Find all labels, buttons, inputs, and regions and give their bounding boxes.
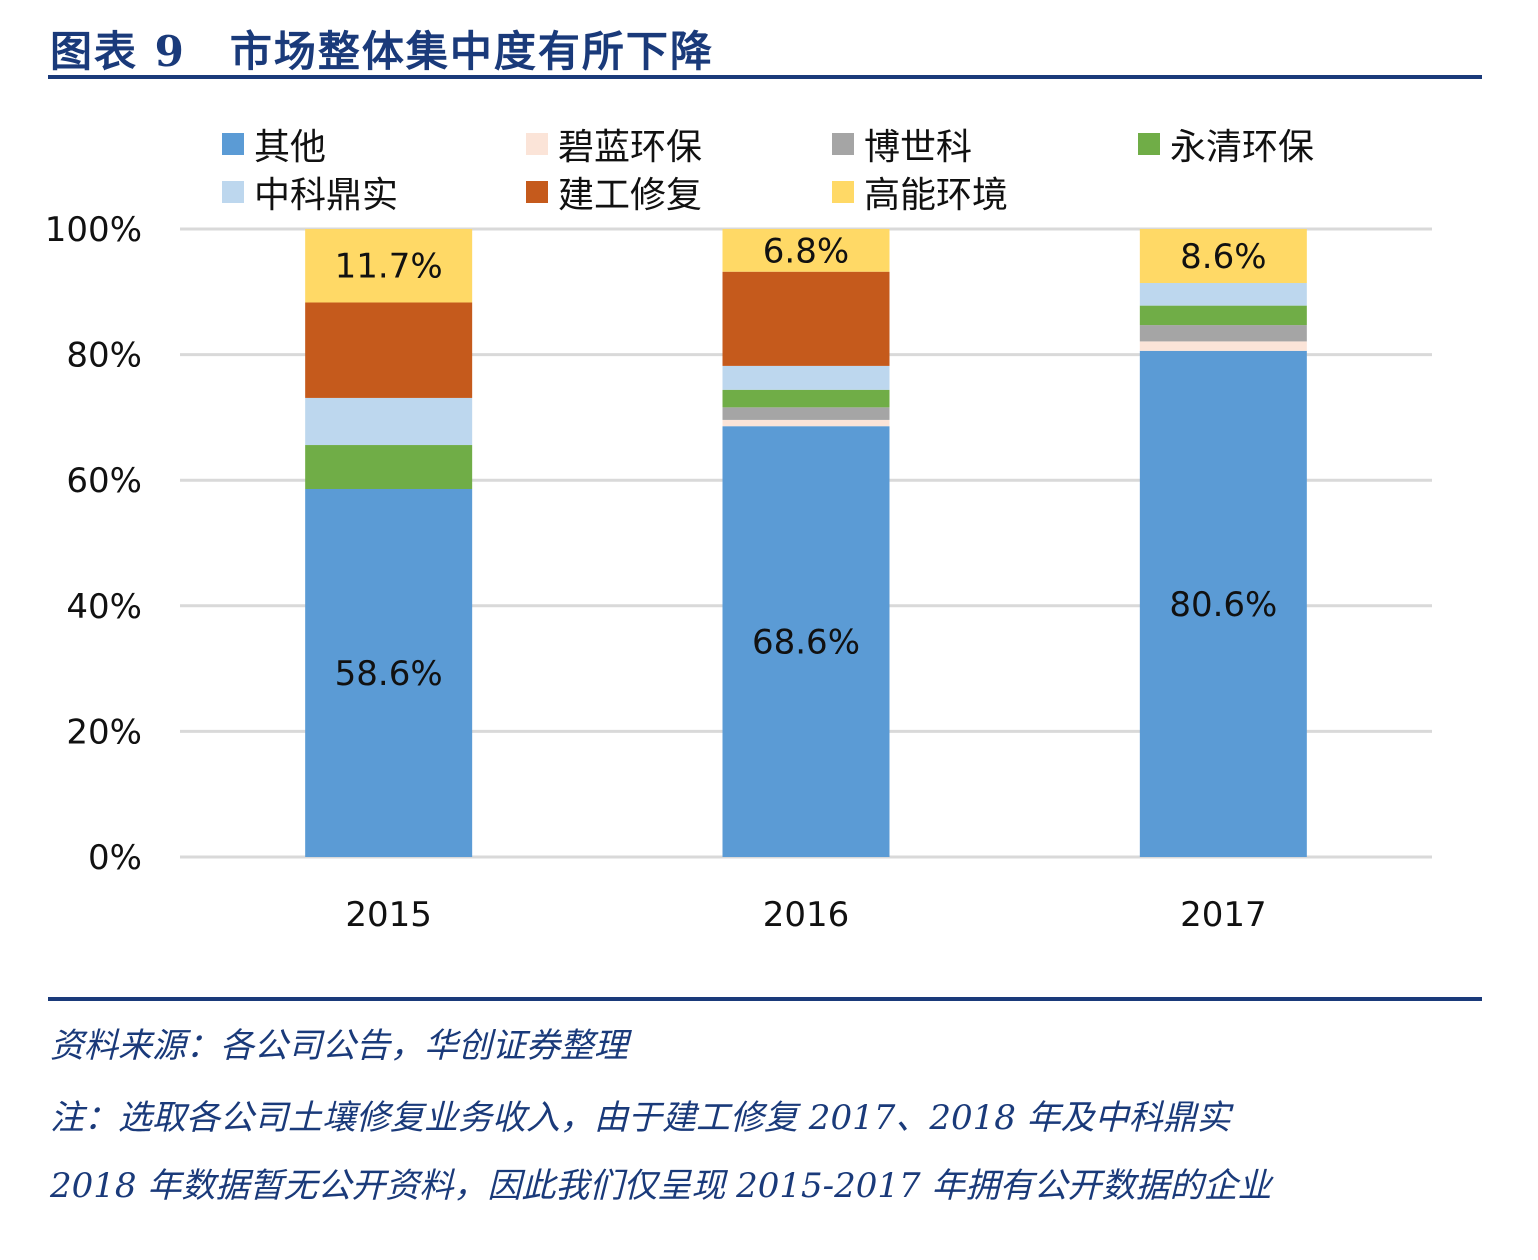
legend-label: 其他	[254, 127, 327, 168]
legend-label: 博世科	[864, 127, 973, 168]
legend-swatch	[526, 181, 548, 203]
bar-segment-2016	[722, 271, 890, 366]
bar-segment-2015	[305, 397, 473, 446]
bar-segment-2017	[1139, 325, 1307, 342]
bar-segment-2016	[722, 229, 890, 272]
legend-swatch	[222, 133, 244, 155]
data-label: 80.6%	[1169, 585, 1277, 625]
legend-swatch	[526, 133, 548, 155]
y-tick-label: 0%	[88, 838, 142, 878]
legend-item: 碧蓝环保	[526, 118, 702, 170]
bar-segment-2017	[1139, 305, 1307, 326]
legend-label: 中科鼎实	[254, 175, 399, 216]
legend: 其他 碧蓝环保 博世科 永清环保中科鼎实 建工修复 高能环境	[222, 118, 1442, 218]
legend-swatch	[1138, 133, 1160, 155]
x-tick-label: 2015	[345, 895, 432, 935]
x-tick-label: 2017	[1180, 895, 1267, 935]
legend-item: 永清环保	[1138, 118, 1314, 170]
legend-item: 建工修复	[526, 166, 702, 218]
bar-segment-2015	[305, 488, 473, 857]
y-tick-label: 20%	[66, 712, 142, 752]
data-label: 8.6%	[1180, 237, 1266, 277]
y-tick-label: 100%	[45, 210, 142, 250]
bar-segment-2015	[305, 302, 473, 398]
y-tick-label: 60%	[66, 461, 142, 501]
bar-segment-2016	[722, 419, 890, 427]
bar-segment-2015	[305, 229, 473, 303]
data-label: 58.6%	[335, 654, 443, 694]
bar-segment-2017	[1139, 350, 1307, 857]
bar-segment-2017	[1139, 341, 1307, 351]
chart-title: 图表 9 市场整体集中度有所下降	[50, 27, 714, 76]
legend-label: 建工修复	[558, 175, 703, 216]
legend-label: 碧蓝环保	[558, 127, 703, 168]
bar-segment-2016	[722, 365, 890, 390]
bar-segment-2017	[1139, 229, 1307, 284]
legend-swatch	[832, 181, 854, 203]
legend-swatch	[222, 181, 244, 203]
bar-segment-2016	[722, 426, 890, 857]
footer-rule	[48, 997, 1482, 1001]
y-tick-label: 80%	[66, 336, 142, 376]
legend-item: 中科鼎实	[222, 166, 398, 218]
legend-item: 博世科	[832, 118, 972, 170]
legend-swatch	[832, 133, 854, 155]
data-label: 6.8%	[763, 231, 849, 271]
footnote-line-2: 2018 年数据暂无公开资料，因此我们仅呈现 2015-2017 年拥有公开数据…	[50, 1166, 1272, 1206]
legend-item: 高能环境	[832, 166, 1008, 218]
legend-label: 高能环境	[864, 175, 1009, 216]
y-tick-label: 40%	[66, 587, 142, 627]
title-rule	[48, 75, 1482, 79]
bar-segment-2015	[305, 445, 473, 489]
legend-label: 永清环保	[1170, 127, 1315, 168]
data-label: 68.6%	[752, 623, 860, 663]
bar-segment-2016	[722, 407, 890, 420]
footnote-line-1: 注：选取各公司土壤修复业务收入，由于建工修复 2017、2018 年及中科鼎实	[50, 1098, 1231, 1138]
stacked-bar-chart: 0% 20% 40% 60% 80% 100% 58.6% 11.7% 2015 68.6% 6.8…	[45, 210, 1432, 935]
x-tick-label: 2016	[763, 895, 850, 935]
bar-segment-2017	[1139, 283, 1307, 306]
legend-item: 其他	[222, 118, 326, 170]
bar-segment-2016	[722, 389, 890, 408]
data-label: 11.7%	[335, 247, 443, 287]
source-note: 资料来源：各公司公告，华创证券整理	[50, 1026, 628, 1066]
